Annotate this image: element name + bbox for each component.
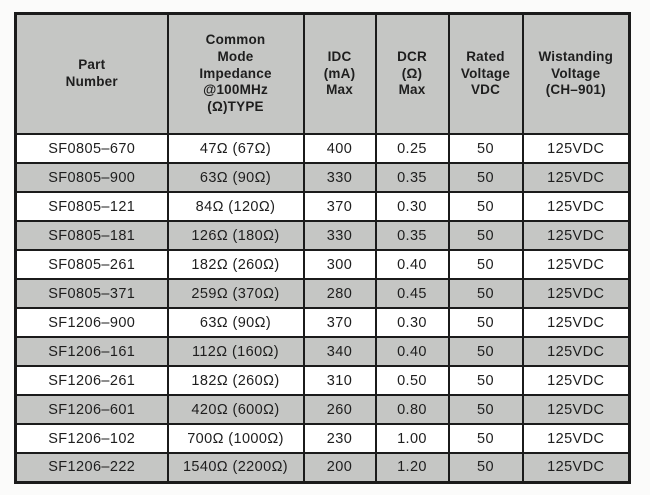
table-cell-common-mode-impedance: 1540Ω (2200Ω) — [166, 452, 305, 483]
table-cell-idc-max: 330 — [302, 162, 377, 193]
table-cell-common-mode-impedance: 259Ω (370Ω) — [166, 278, 305, 309]
table-cell-idc-max: 370 — [302, 307, 377, 338]
table-row: SF0805–900 63Ω (90Ω) 330 0.35 50 125VDC — [14, 162, 631, 193]
table-cell-dcr-max: 0.40 — [374, 249, 450, 280]
table-cell-common-mode-impedance: 700Ω (1000Ω) — [166, 423, 305, 454]
table-cell-wistanding-voltage: 125VDC — [521, 307, 631, 338]
table-cell-wistanding-voltage: 125VDC — [521, 249, 631, 280]
table-cell-dcr-max: 0.40 — [374, 336, 450, 367]
column-header-rated-voltage: Rated Voltage VDC — [447, 12, 524, 135]
table-cell-part-number: SF0805–670 — [14, 133, 169, 164]
table-cell-wistanding-voltage: 125VDC — [521, 133, 631, 164]
table-cell-rated-voltage: 50 — [447, 162, 524, 193]
column-header-wistanding-voltage: Wistanding Voltage (CH–901) — [521, 12, 631, 135]
table-cell-rated-voltage: 50 — [447, 423, 524, 454]
table-cell-dcr-max: 0.50 — [374, 365, 450, 396]
table-cell-common-mode-impedance: 63Ω (90Ω) — [166, 307, 305, 338]
table-cell-dcr-max: 0.35 — [374, 162, 450, 193]
table-row: SF1206–102 700Ω (1000Ω) 230 1.00 50 125VDC — [14, 423, 631, 454]
table-cell-idc-max: 340 — [302, 336, 377, 367]
table-cell-part-number: SF0805–261 — [14, 249, 169, 280]
table-cell-idc-max: 200 — [302, 452, 377, 483]
table-cell-part-number: SF1206–601 — [14, 394, 169, 425]
column-header-idc-max: IDC (mA) Max — [302, 12, 377, 135]
table-row: SF1206–900 63Ω (90Ω) 370 0.30 50 125VDC — [14, 307, 631, 338]
table-cell-part-number: SF1206–261 — [14, 365, 169, 396]
table-cell-idc-max: 310 — [302, 365, 377, 396]
table-cell-common-mode-impedance: 112Ω (160Ω) — [166, 336, 305, 367]
table-cell-rated-voltage: 50 — [447, 220, 524, 251]
table-cell-common-mode-impedance: 47Ω (67Ω) — [166, 133, 305, 164]
table-cell-dcr-max: 0.35 — [374, 220, 450, 251]
table-cell-rated-voltage: 50 — [447, 278, 524, 309]
table-row: SF1206–222 1540Ω (2200Ω) 200 1.20 50 125VDC — [14, 452, 631, 483]
table-cell-rated-voltage: 50 — [447, 249, 524, 280]
column-header-common-mode-impedance: Common Mode Impedance @100MHz (Ω)TYPE — [166, 12, 305, 135]
table-row: SF0805–121 84Ω (120Ω) 370 0.30 50 125VDC — [14, 191, 631, 222]
table-cell-wistanding-voltage: 125VDC — [521, 336, 631, 367]
table-cell-wistanding-voltage: 125VDC — [521, 423, 631, 454]
table-row: SF0805–181 126Ω (180Ω) 330 0.35 50 125VDC — [14, 220, 631, 251]
table-cell-wistanding-voltage: 125VDC — [521, 162, 631, 193]
table-cell-part-number: SF1206–900 — [14, 307, 169, 338]
spec-table: Part Number Common Mode Impedance @100MHz… — [14, 12, 631, 484]
table-body: SF0805–670 47Ω (67Ω) 400 0.25 50 125VDC SF0805… — [14, 133, 631, 483]
table-cell-rated-voltage: 50 — [447, 452, 524, 483]
table-cell-part-number: SF1206–222 — [14, 452, 169, 483]
table-cell-part-number: SF0805–900 — [14, 162, 169, 193]
table-cell-common-mode-impedance: 63Ω (90Ω) — [166, 162, 305, 193]
spec-table-container: Part Number Common Mode Impedance @100MHz… — [14, 12, 631, 484]
table-cell-idc-max: 330 — [302, 220, 377, 251]
table-cell-part-number: SF0805–121 — [14, 191, 169, 222]
table-cell-part-number: SF1206–102 — [14, 423, 169, 454]
table-cell-dcr-max: 0.80 — [374, 394, 450, 425]
table-header-row: Part Number Common Mode Impedance @100MHz… — [14, 12, 631, 135]
table-cell-dcr-max: 0.30 — [374, 191, 450, 222]
table-cell-wistanding-voltage: 125VDC — [521, 365, 631, 396]
table-cell-wistanding-voltage: 125VDC — [521, 191, 631, 222]
table-cell-idc-max: 260 — [302, 394, 377, 425]
table-cell-rated-voltage: 50 — [447, 394, 524, 425]
table-cell-rated-voltage: 50 — [447, 365, 524, 396]
table-cell-idc-max: 230 — [302, 423, 377, 454]
table-cell-idc-max: 300 — [302, 249, 377, 280]
table-cell-rated-voltage: 50 — [447, 307, 524, 338]
table-row: SF1206–261 182Ω (260Ω) 310 0.50 50 125VDC — [14, 365, 631, 396]
column-header-part-number: Part Number — [14, 12, 169, 135]
table-row: SF0805–261 182Ω (260Ω) 300 0.40 50 125VDC — [14, 249, 631, 280]
table-row: SF0805–670 47Ω (67Ω) 400 0.25 50 125VDC — [14, 133, 631, 164]
table-cell-common-mode-impedance: 182Ω (260Ω) — [166, 249, 305, 280]
table-cell-rated-voltage: 50 — [447, 336, 524, 367]
table-cell-common-mode-impedance: 84Ω (120Ω) — [166, 191, 305, 222]
table-cell-dcr-max: 0.45 — [374, 278, 450, 309]
table-cell-part-number: SF0805–181 — [14, 220, 169, 251]
table-cell-dcr-max: 0.25 — [374, 133, 450, 164]
table-row: SF0805–371 259Ω (370Ω) 280 0.45 50 125VDC — [14, 278, 631, 309]
table-cell-wistanding-voltage: 125VDC — [521, 452, 631, 483]
column-header-dcr-max: DCR (Ω) Max — [374, 12, 450, 135]
table-cell-idc-max: 400 — [302, 133, 377, 164]
table-cell-wistanding-voltage: 125VDC — [521, 394, 631, 425]
table-cell-common-mode-impedance: 182Ω (260Ω) — [166, 365, 305, 396]
table-cell-dcr-max: 0.30 — [374, 307, 450, 338]
table-cell-common-mode-impedance: 126Ω (180Ω) — [166, 220, 305, 251]
table-cell-rated-voltage: 50 — [447, 191, 524, 222]
table-cell-idc-max: 370 — [302, 191, 377, 222]
table-cell-dcr-max: 1.20 — [374, 452, 450, 483]
table-cell-part-number: SF0805–371 — [14, 278, 169, 309]
table-row: SF1206–161 112Ω (160Ω) 340 0.40 50 125VDC — [14, 336, 631, 367]
table-cell-dcr-max: 1.00 — [374, 423, 450, 454]
table-cell-wistanding-voltage: 125VDC — [521, 220, 631, 251]
table-row: SF1206–601 420Ω (600Ω) 260 0.80 50 125VDC — [14, 394, 631, 425]
table-cell-wistanding-voltage: 125VDC — [521, 278, 631, 309]
table-cell-rated-voltage: 50 — [447, 133, 524, 164]
table-cell-common-mode-impedance: 420Ω (600Ω) — [166, 394, 305, 425]
table-cell-part-number: SF1206–161 — [14, 336, 169, 367]
table-cell-idc-max: 280 — [302, 278, 377, 309]
